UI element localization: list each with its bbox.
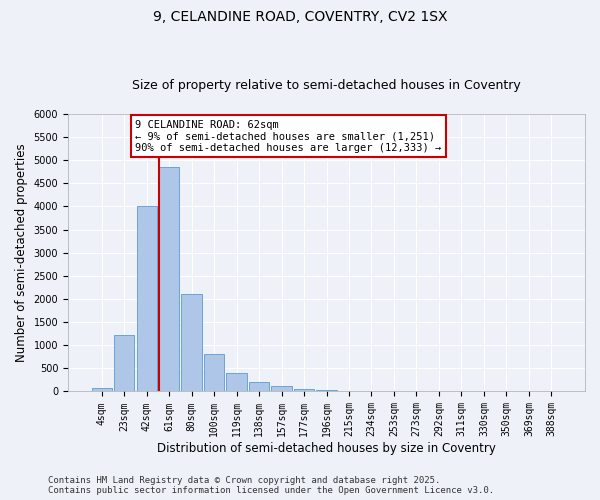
Bar: [316, 390, 337, 392]
Bar: [249, 382, 269, 392]
Bar: [204, 354, 224, 392]
Bar: [294, 389, 314, 392]
Bar: [226, 374, 247, 392]
Text: 9 CELANDINE ROAD: 62sqm
← 9% of semi-detached houses are smaller (1,251)
90% of : 9 CELANDINE ROAD: 62sqm ← 9% of semi-det…: [135, 120, 442, 152]
Text: Contains HM Land Registry data © Crown copyright and database right 2025.
Contai: Contains HM Land Registry data © Crown c…: [48, 476, 494, 495]
Bar: [181, 294, 202, 392]
Bar: [137, 206, 157, 392]
Bar: [92, 388, 112, 392]
Bar: [271, 386, 292, 392]
Text: 9, CELANDINE ROAD, COVENTRY, CV2 1SX: 9, CELANDINE ROAD, COVENTRY, CV2 1SX: [153, 10, 447, 24]
Title: Size of property relative to semi-detached houses in Coventry: Size of property relative to semi-detach…: [132, 79, 521, 92]
X-axis label: Distribution of semi-detached houses by size in Coventry: Distribution of semi-detached houses by …: [157, 442, 496, 455]
Y-axis label: Number of semi-detached properties: Number of semi-detached properties: [15, 144, 28, 362]
Bar: [159, 167, 179, 392]
Bar: [114, 335, 134, 392]
